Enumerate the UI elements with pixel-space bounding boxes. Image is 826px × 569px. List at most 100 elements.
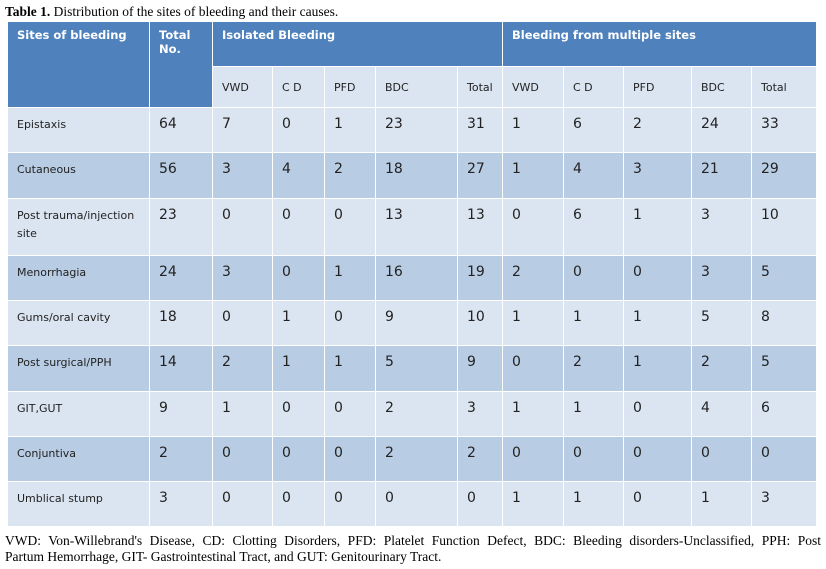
cell-site: Conjuntiva xyxy=(7,436,150,482)
table-label: Table 1. xyxy=(5,4,51,19)
cell-multiple-1: 0 xyxy=(563,436,624,482)
cell-multiple-2: 0 xyxy=(623,391,692,437)
cell-multiple-4: 10 xyxy=(751,198,817,256)
cell-multiple-4: 33 xyxy=(751,107,817,153)
cell-isolated-0: 1 xyxy=(212,391,273,437)
subheader-isolated-4: Total xyxy=(457,66,503,108)
footnote-line-1: VWD: Von-Willebrand's Disease, CD: Clott… xyxy=(5,533,821,548)
cell-multiple-4: 6 xyxy=(751,391,817,437)
cell-multiple-1: 1 xyxy=(563,481,624,527)
cell-isolated-1: 0 xyxy=(272,198,325,256)
cell-isolated-3: 0 xyxy=(375,481,458,527)
table-row: Post trauma/injection site 23 0 0 0 13 13 0 6 1 3 1… xyxy=(7,198,817,256)
cell-multiple-4: 5 xyxy=(751,255,817,301)
cell-isolated-4: 2 xyxy=(457,436,503,482)
cell-total-no: 14 xyxy=(149,345,213,392)
cell-isolated-4: 3 xyxy=(457,391,503,437)
cell-site: Post trauma/injection site xyxy=(7,198,150,256)
cell-multiple-0: 0 xyxy=(502,436,564,482)
cell-multiple-1: 1 xyxy=(563,391,624,437)
cell-isolated-3: 18 xyxy=(375,152,458,199)
cell-multiple-3: 3 xyxy=(691,198,752,256)
table-row: Umblical stump 3 0 0 0 0 0 1 1 0 1 3 xyxy=(7,481,817,527)
header-total-no: Total No. xyxy=(149,21,213,108)
cell-multiple-4: 0 xyxy=(751,436,817,482)
subheader-multiple-2: PFD xyxy=(623,66,692,108)
table-row: Post surgical/PPH 14 2 1 1 5 9 0 2 1 2 5 xyxy=(7,345,817,392)
cell-multiple-0: 2 xyxy=(502,255,564,301)
cell-isolated-0: 3 xyxy=(212,255,273,301)
cell-multiple-1: 0 xyxy=(563,255,624,301)
header-row: Sites of bleeding Total No. Isolated Ble… xyxy=(7,21,817,108)
cell-total-no: 23 xyxy=(149,198,213,256)
cell-isolated-1: 1 xyxy=(272,300,325,346)
cell-isolated-3: 2 xyxy=(375,436,458,482)
cell-isolated-2: 1 xyxy=(324,107,376,153)
cell-isolated-3: 5 xyxy=(375,345,458,392)
cell-site: GIT,GUT xyxy=(7,391,150,437)
cell-isolated-0: 7 xyxy=(212,107,273,153)
cell-multiple-2: 0 xyxy=(623,481,692,527)
subheader-isolated-0: VWD xyxy=(212,66,273,108)
cell-isolated-3: 9 xyxy=(375,300,458,346)
cell-isolated-2: 0 xyxy=(324,436,376,482)
cell-multiple-4: 29 xyxy=(751,152,817,199)
cell-multiple-4: 8 xyxy=(751,300,817,346)
cell-multiple-0: 1 xyxy=(502,300,564,346)
header-sites: Sites of bleeding xyxy=(7,21,150,108)
cell-multiple-2: 1 xyxy=(623,198,692,256)
cell-total-no: 2 xyxy=(149,436,213,482)
cell-multiple-2: 1 xyxy=(623,345,692,392)
cell-isolated-0: 0 xyxy=(212,198,273,256)
cell-multiple-3: 21 xyxy=(691,152,752,199)
cell-isolated-0: 0 xyxy=(212,481,273,527)
cell-isolated-3: 2 xyxy=(375,391,458,437)
cell-isolated-3: 23 xyxy=(375,107,458,153)
cell-multiple-2: 3 xyxy=(623,152,692,199)
cell-multiple-0: 1 xyxy=(502,107,564,153)
cell-multiple-2: 0 xyxy=(623,255,692,301)
cell-multiple-1: 2 xyxy=(563,345,624,392)
cell-multiple-1: 6 xyxy=(563,107,624,153)
cell-isolated-0: 0 xyxy=(212,300,273,346)
cell-isolated-0: 3 xyxy=(212,152,273,199)
cell-multiple-0: 1 xyxy=(502,481,564,527)
cell-isolated-2: 2 xyxy=(324,152,376,199)
table-row: Gums/oral cavity 18 0 1 0 9 10 1 1 1 5 8 xyxy=(7,300,817,346)
cell-total-no: 18 xyxy=(149,300,213,346)
cell-isolated-2: 0 xyxy=(324,391,376,437)
cell-isolated-2: 0 xyxy=(324,198,376,256)
bleeding-sites-table: Sites of bleeding Total No. Isolated Ble… xyxy=(7,21,817,527)
table-title: Distribution of the sites of bleeding an… xyxy=(53,4,339,19)
cell-multiple-2: 1 xyxy=(623,300,692,346)
cell-isolated-1: 0 xyxy=(272,107,325,153)
cell-multiple-0: 1 xyxy=(502,391,564,437)
cell-isolated-4: 0 xyxy=(457,481,503,527)
header-multiple: Bleeding from multiple sites xyxy=(502,21,817,67)
cell-isolated-1: 0 xyxy=(272,481,325,527)
cell-isolated-3: 16 xyxy=(375,255,458,301)
cell-multiple-3: 4 xyxy=(691,391,752,437)
cell-isolated-4: 19 xyxy=(457,255,503,301)
cell-total-no: 9 xyxy=(149,391,213,437)
table-row: GIT,GUT 9 1 0 0 2 3 1 1 0 4 6 xyxy=(7,391,817,437)
cell-multiple-3: 24 xyxy=(691,107,752,153)
cell-multiple-4: 3 xyxy=(751,481,817,527)
cell-multiple-3: 1 xyxy=(691,481,752,527)
cell-isolated-1: 0 xyxy=(272,436,325,482)
table-row: Conjuntiva 2 0 0 0 2 2 0 0 0 0 0 xyxy=(7,436,817,482)
cell-multiple-2: 2 xyxy=(623,107,692,153)
cell-multiple-1: 1 xyxy=(563,300,624,346)
cell-site: Gums/oral cavity xyxy=(7,300,150,346)
subheader-isolated-2: PFD xyxy=(324,66,376,108)
cell-site: Menorrhagia xyxy=(7,255,150,301)
cell-isolated-4: 10 xyxy=(457,300,503,346)
cell-total-no: 56 xyxy=(149,152,213,199)
cell-multiple-1: 6 xyxy=(563,198,624,256)
cell-multiple-3: 3 xyxy=(691,255,752,301)
cell-isolated-2: 0 xyxy=(324,300,376,346)
cell-multiple-4: 5 xyxy=(751,345,817,392)
cell-isolated-2: 1 xyxy=(324,345,376,392)
table-row: Menorrhagia 24 3 0 1 16 19 2 0 0 3 5 xyxy=(7,255,817,301)
cell-isolated-1: 0 xyxy=(272,255,325,301)
